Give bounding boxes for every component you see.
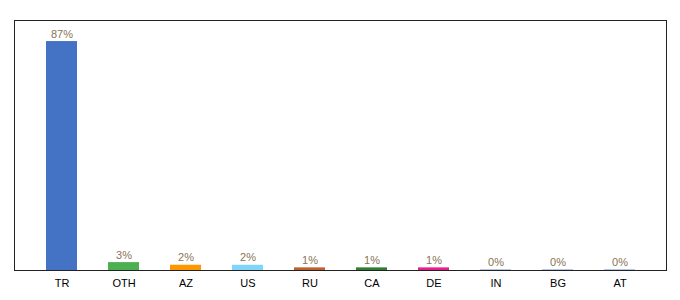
svg-text:AZ: AZ xyxy=(179,277,193,289)
svg-text:CA: CA xyxy=(364,277,380,289)
svg-text:87%: 87% xyxy=(51,28,73,40)
svg-text:3%: 3% xyxy=(116,249,132,261)
svg-text:OTH: OTH xyxy=(112,277,135,289)
svg-text:2%: 2% xyxy=(240,251,256,263)
svg-text:DE: DE xyxy=(426,277,441,289)
svg-text:IN: IN xyxy=(491,277,502,289)
svg-text:BG: BG xyxy=(550,277,566,289)
svg-text:US: US xyxy=(240,277,255,289)
svg-text:1%: 1% xyxy=(364,254,380,266)
svg-text:1%: 1% xyxy=(302,254,318,266)
svg-text:0%: 0% xyxy=(550,256,566,268)
svg-text:0%: 0% xyxy=(612,256,628,268)
svg-text:RU: RU xyxy=(302,277,318,289)
svg-text:2%: 2% xyxy=(178,251,194,263)
svg-text:TR: TR xyxy=(55,277,70,289)
svg-text:AT: AT xyxy=(613,277,627,289)
svg-text:1%: 1% xyxy=(426,254,442,266)
svg-text:0%: 0% xyxy=(488,256,504,268)
